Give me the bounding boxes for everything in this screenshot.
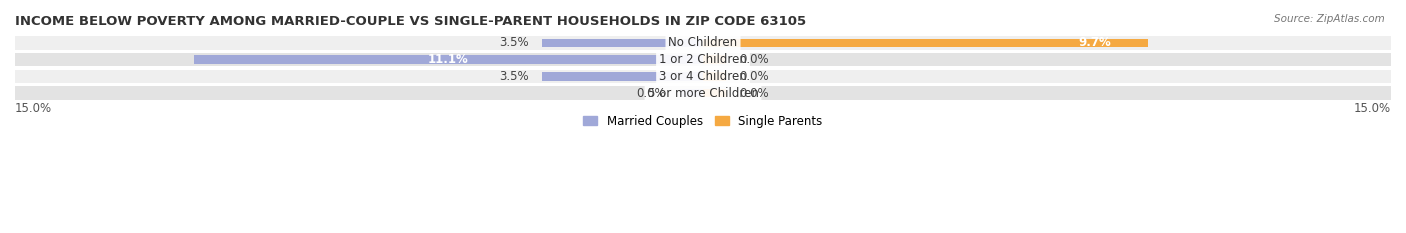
Text: 0.0%: 0.0%	[637, 87, 666, 100]
Text: No Children: No Children	[668, 36, 738, 49]
Text: 3 or 4 Children: 3 or 4 Children	[659, 70, 747, 83]
Bar	[15, 36, 1391, 50]
Text: 3.5%: 3.5%	[499, 36, 529, 49]
Bar	[703, 39, 1147, 47]
Text: INCOME BELOW POVERTY AMONG MARRIED-COUPLE VS SINGLE-PARENT HOUSEHOLDS IN ZIP COD: INCOME BELOW POVERTY AMONG MARRIED-COUPL…	[15, 15, 806, 28]
Bar	[703, 55, 725, 64]
Text: 9.7%: 9.7%	[1078, 36, 1111, 49]
Bar	[681, 89, 703, 97]
Bar	[703, 89, 725, 97]
Text: 15.0%: 15.0%	[15, 102, 52, 115]
Bar	[543, 72, 703, 81]
Text: 0.0%: 0.0%	[740, 70, 769, 83]
Text: 11.1%: 11.1%	[427, 53, 468, 66]
Legend: Married Couples, Single Parents: Married Couples, Single Parents	[579, 110, 827, 133]
Bar	[15, 69, 1391, 83]
Bar	[703, 72, 725, 81]
Bar	[15, 86, 1391, 100]
Bar	[15, 53, 1391, 66]
Text: 1 or 2 Children: 1 or 2 Children	[659, 53, 747, 66]
Text: 5 or more Children: 5 or more Children	[648, 87, 758, 100]
Text: Source: ZipAtlas.com: Source: ZipAtlas.com	[1274, 14, 1385, 24]
Text: 3.5%: 3.5%	[499, 70, 529, 83]
Text: 0.0%: 0.0%	[740, 53, 769, 66]
Text: 0.0%: 0.0%	[740, 87, 769, 100]
Text: 15.0%: 15.0%	[1354, 102, 1391, 115]
Bar	[194, 55, 703, 64]
Bar	[543, 39, 703, 47]
